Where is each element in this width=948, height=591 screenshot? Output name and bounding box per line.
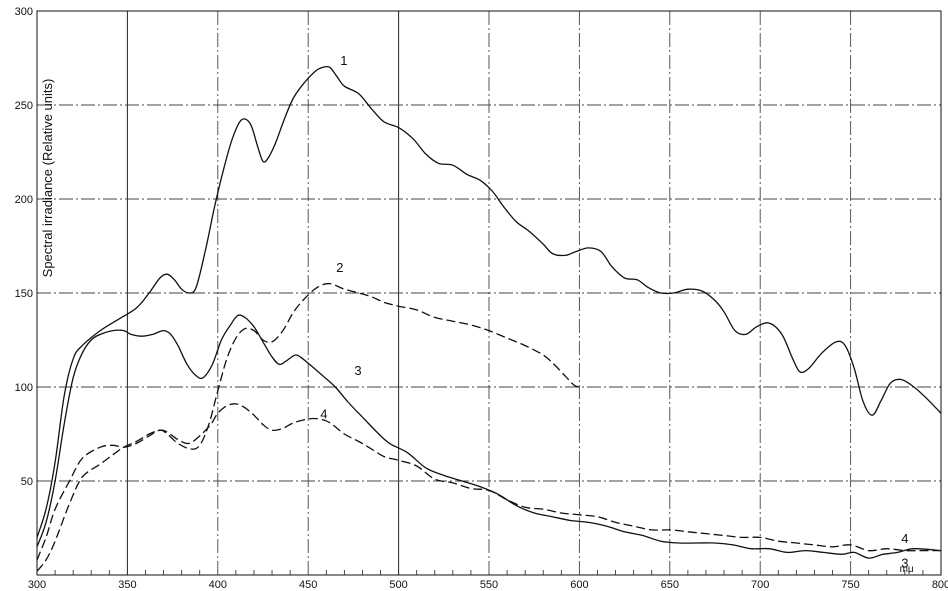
series-label-4: 4 xyxy=(320,407,327,422)
plot-frame xyxy=(36,10,942,576)
series-label-2: 2 xyxy=(336,260,343,275)
series-label-3-end: 3 xyxy=(901,555,908,570)
x-tick-label-750: 750 xyxy=(841,579,859,591)
series-label-3: 3 xyxy=(354,363,361,378)
y-tick-label-250: 250 xyxy=(15,100,33,112)
y-tick-label-50: 50 xyxy=(21,476,33,488)
y-tick-label-300: 300 xyxy=(15,6,33,18)
y-tick-label-200: 200 xyxy=(15,194,33,206)
series-line-2 xyxy=(36,282,580,561)
x-axis-unit-label: mμ xyxy=(900,564,914,575)
series-line-4 xyxy=(36,403,941,572)
series-label-4-end: 4 xyxy=(901,531,908,546)
x-tick-label-500: 500 xyxy=(389,579,407,591)
y-axis-title: Spectral irradiance (Relative units) xyxy=(40,79,55,278)
x-tick-label-350: 350 xyxy=(118,579,136,591)
series-line-3 xyxy=(36,314,942,559)
series-label-1: 1 xyxy=(340,53,347,68)
ticks: 300 350 400 450 500 550 600 650 700 750 800 50 100 15… xyxy=(15,6,948,591)
x-tick-label-650: 650 xyxy=(661,579,679,591)
x-tick-label-300: 300 xyxy=(28,579,46,591)
series xyxy=(36,65,942,572)
x-tick-label-600: 600 xyxy=(570,579,588,591)
y-tick-label-150: 150 xyxy=(15,288,33,300)
curve-labels: 1 2 3 3 4 4 xyxy=(320,53,908,570)
x-tick-label-550: 550 xyxy=(480,579,498,591)
x-tick-label-450: 450 xyxy=(299,579,317,591)
series-line-1 xyxy=(36,65,942,538)
y-tick-label-100: 100 xyxy=(15,382,33,394)
x-tick-label-400: 400 xyxy=(209,579,227,591)
x-tick-label-800: 800 xyxy=(932,579,948,591)
x-tick-label-700: 700 xyxy=(751,579,769,591)
